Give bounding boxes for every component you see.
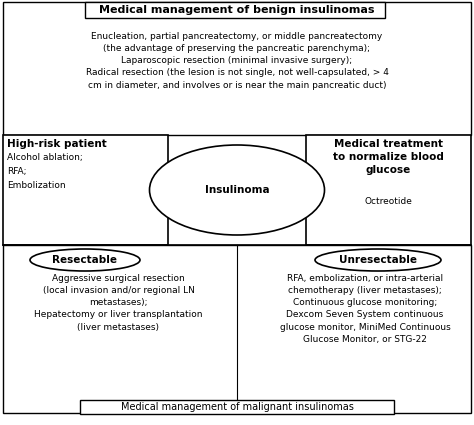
FancyBboxPatch shape — [85, 2, 385, 18]
Bar — [3, 245, 471, 413]
Ellipse shape — [315, 249, 441, 271]
FancyBboxPatch shape — [80, 400, 394, 414]
Ellipse shape — [30, 249, 140, 271]
Text: Octreotide: Octreotide — [365, 197, 412, 206]
Text: Medical management of benign insulinomas: Medical management of benign insulinomas — [99, 5, 375, 15]
Text: Aggressive surgical resection
(local invasion and/or regional LN
metastases);
He: Aggressive surgical resection (local inv… — [34, 274, 203, 332]
Text: Medical management of malignant insulinomas: Medical management of malignant insulino… — [120, 402, 354, 412]
Text: Unresectable: Unresectable — [339, 255, 417, 265]
Ellipse shape — [149, 145, 325, 235]
Text: Resectable: Resectable — [53, 255, 118, 265]
Bar — [3, 135, 168, 245]
Text: Enucleation, partial pancreatectomy, or middle pancreatectomy
(the advantage of : Enucleation, partial pancreatectomy, or … — [86, 32, 388, 90]
Text: High-risk patient: High-risk patient — [7, 139, 107, 149]
Text: Medical treatment
to normalize blood
glucose: Medical treatment to normalize blood glu… — [333, 139, 444, 176]
Text: Alcohol ablation;
RFA;
Embolization: Alcohol ablation; RFA; Embolization — [7, 153, 83, 190]
Bar — [3, 2, 471, 135]
Text: RFA, embolization, or intra-arterial
chemotherapy (liver metastases);
Continuous: RFA, embolization, or intra-arterial che… — [280, 274, 450, 344]
Bar — [306, 135, 471, 245]
Text: Insulinoma: Insulinoma — [205, 185, 269, 195]
